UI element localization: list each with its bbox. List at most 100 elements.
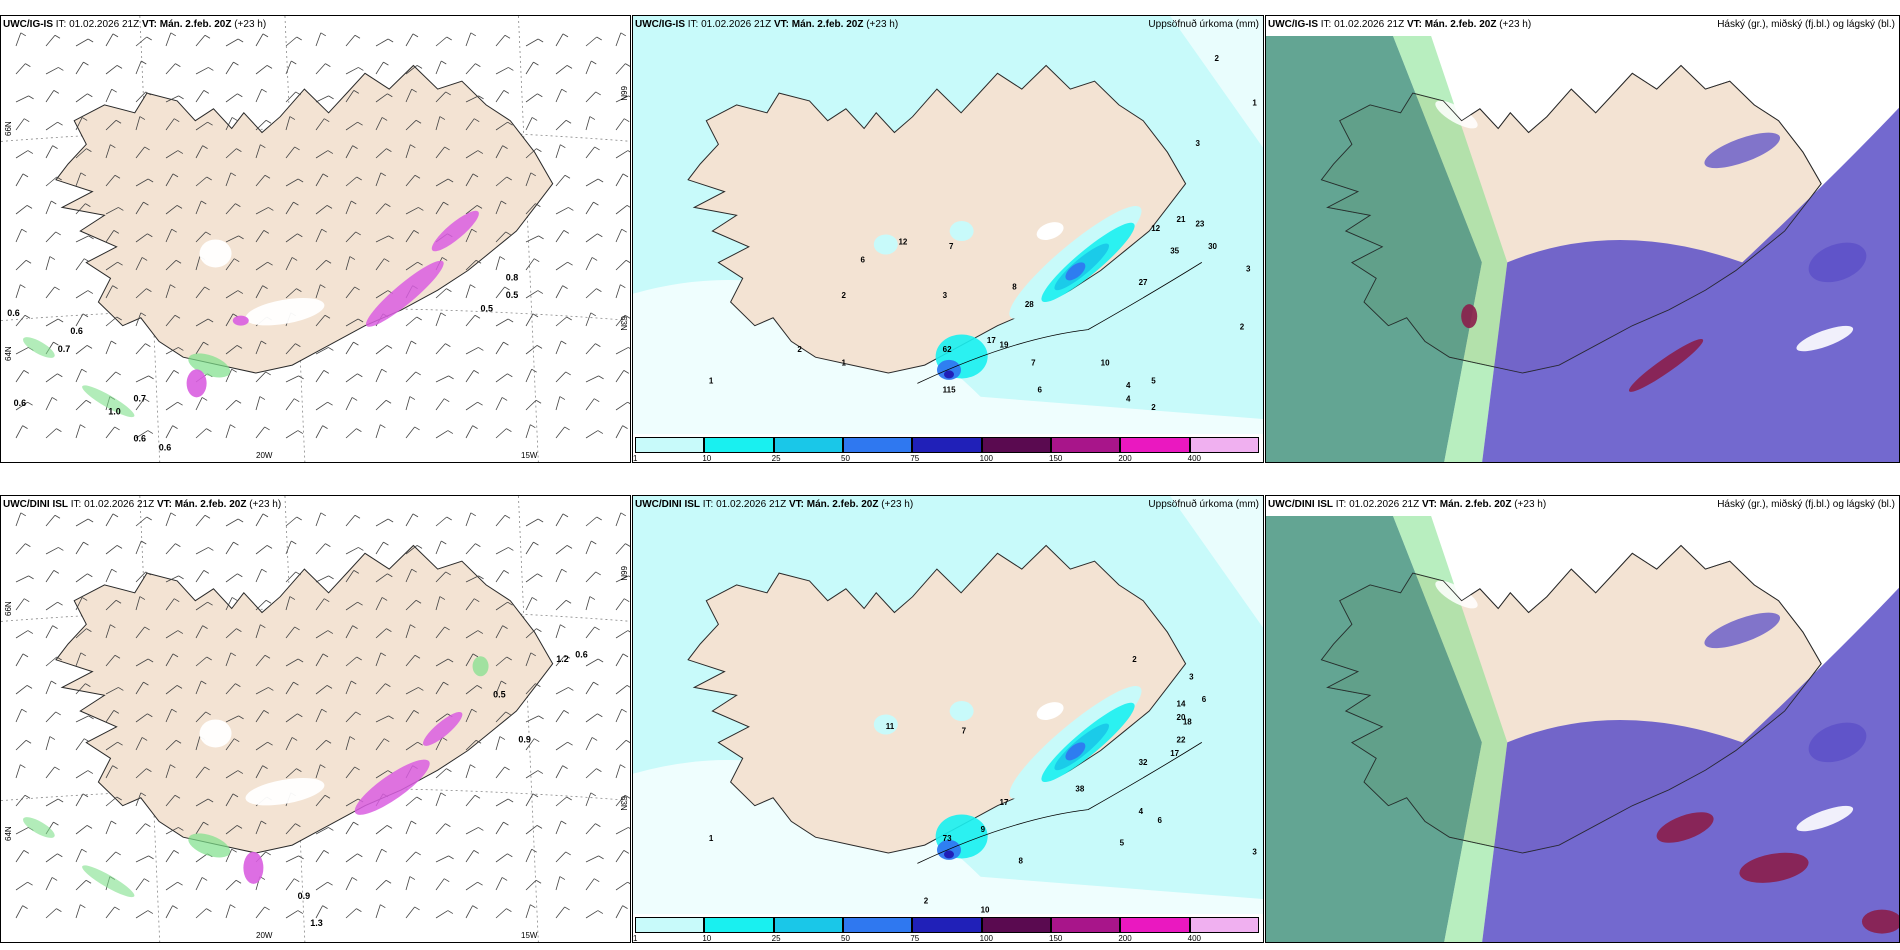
wind-barb-tick xyxy=(57,318,64,323)
value-label: 1.0 xyxy=(108,407,121,417)
wind-barb xyxy=(375,849,383,863)
wind-barb xyxy=(75,849,83,863)
wind-barb-tick xyxy=(328,575,334,580)
wind-barb-tick xyxy=(565,599,572,604)
wind-barb-tick xyxy=(565,119,572,124)
wind-barb-tick xyxy=(81,597,88,601)
wind-barb-tick xyxy=(560,144,566,149)
wind-barb xyxy=(435,855,449,863)
wind-barb-tick xyxy=(531,117,538,121)
wind-barb-tick xyxy=(297,910,304,914)
wind-barb xyxy=(465,259,477,271)
wind-barb-tick xyxy=(473,370,480,374)
wind-barb-tick xyxy=(623,370,630,374)
wind-barb xyxy=(15,850,25,863)
wind-barb xyxy=(345,35,356,47)
wind-barb-tick xyxy=(598,375,604,380)
wind-barb xyxy=(15,32,22,47)
wind-barb-tick xyxy=(235,399,242,404)
wind-barb xyxy=(615,709,623,723)
wind-barb-tick xyxy=(85,399,92,404)
wind-barb-tick xyxy=(383,61,389,66)
wind-barb xyxy=(555,820,562,835)
wind-barb-tick xyxy=(234,258,240,263)
wind-barb xyxy=(105,426,115,439)
wind-barb xyxy=(225,652,232,667)
wind-barb xyxy=(135,713,148,723)
wind-barb xyxy=(555,513,564,527)
wind-barb xyxy=(45,711,57,723)
wind-barb-tick xyxy=(83,61,89,66)
dry-sea xyxy=(1170,16,1263,148)
wind-barb xyxy=(195,853,208,863)
wind-barb-tick xyxy=(178,827,184,831)
wind-barb xyxy=(15,512,22,527)
wind-barb xyxy=(135,375,149,383)
wind-barb xyxy=(195,908,207,919)
wind-barb xyxy=(105,569,113,583)
wind-barb xyxy=(495,680,502,695)
wind-barb xyxy=(75,117,83,131)
wind-barb xyxy=(195,547,209,555)
wind-barb xyxy=(315,150,329,159)
panel-header: UWC/DINI ISL IT: 01.02.2026 21Z VT: Mán.… xyxy=(1268,499,1547,510)
colorbar-swatch xyxy=(635,917,705,933)
wind-barb xyxy=(495,798,509,807)
wind-barb xyxy=(285,540,292,555)
wind-barb xyxy=(495,515,506,527)
wind-barb-tick xyxy=(530,172,536,177)
wind-barb xyxy=(135,571,147,583)
wind-barb xyxy=(375,683,386,695)
wind-barb xyxy=(195,256,201,271)
wind-barb xyxy=(45,515,56,527)
wind-barb xyxy=(315,685,328,695)
wind-barb xyxy=(555,710,565,723)
wind-barb-tick xyxy=(235,203,241,207)
wind-barb-tick xyxy=(380,904,386,909)
wind-barb xyxy=(195,821,204,835)
wind-barb xyxy=(135,878,145,891)
wind-barb xyxy=(165,764,171,779)
wind-barb-tick xyxy=(326,685,333,689)
wind-barb xyxy=(135,910,149,919)
wind-barb-tick xyxy=(261,340,267,345)
wind-barb xyxy=(135,312,142,327)
wind-barb-tick xyxy=(559,876,566,880)
wind-barb-tick xyxy=(25,259,32,264)
wind-barb-tick xyxy=(268,687,274,691)
wind-barb-tick xyxy=(503,821,509,826)
value-label: 0.5 xyxy=(481,304,494,314)
glacier-area xyxy=(1036,222,1064,240)
wind-barb-tick xyxy=(446,288,452,292)
wind-barb-tick xyxy=(117,741,123,746)
wind-barb xyxy=(585,146,595,159)
glacier-area xyxy=(1036,702,1064,720)
wind-barb-tick xyxy=(174,794,181,799)
wind-barb-tick xyxy=(386,148,392,152)
colorbar-tick-label: 100 xyxy=(979,454,994,463)
wind-barb-tick xyxy=(236,345,243,349)
wind-barb-tick xyxy=(563,230,570,234)
wind-barb-tick xyxy=(113,230,120,234)
wind-barb-tick xyxy=(354,766,360,771)
wind-barb xyxy=(345,145,353,159)
wind-barb xyxy=(15,764,21,779)
wind-barb xyxy=(345,121,358,131)
wind-barb-tick xyxy=(174,314,181,319)
wind-barb xyxy=(585,713,598,723)
wind-barb xyxy=(345,373,358,383)
wind-barb-tick xyxy=(627,401,630,405)
wind-barb xyxy=(15,881,28,891)
wind-barb xyxy=(135,768,147,779)
wind-barb-tick xyxy=(351,397,358,401)
wind-barb xyxy=(615,347,629,355)
wind-barb-tick xyxy=(143,201,149,206)
wind-barb xyxy=(555,33,564,47)
wind-barb-tick xyxy=(535,879,542,884)
wind-barb-tick xyxy=(595,571,601,576)
wind-barb-tick xyxy=(264,174,271,179)
dry-sea xyxy=(1170,496,1263,628)
wind-barb-tick xyxy=(356,176,362,181)
wind-barb xyxy=(45,656,57,667)
